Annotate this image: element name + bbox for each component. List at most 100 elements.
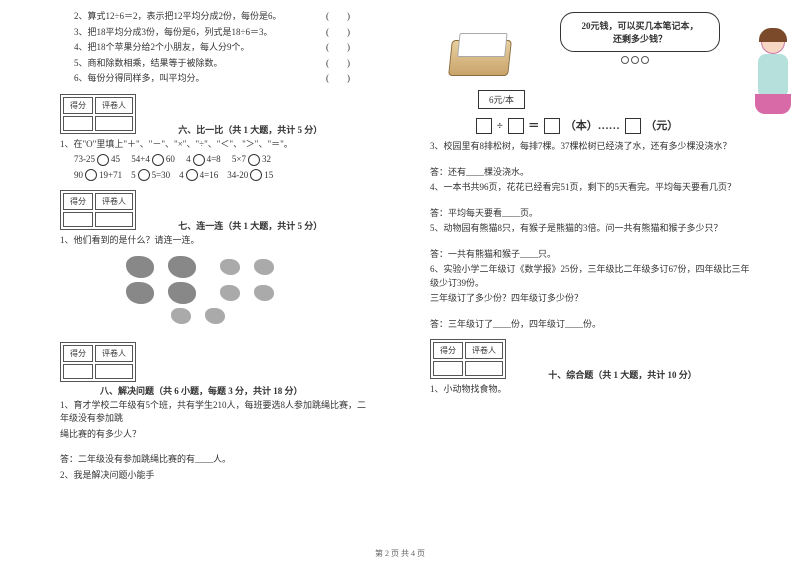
spacer	[430, 238, 750, 246]
paren: ( )	[326, 26, 350, 40]
expr: 4	[186, 154, 191, 164]
compare-row: 9019+71 55=30 44=16 34-2015	[60, 169, 370, 183]
q8-2: 2、我是解决问题小能手	[60, 469, 370, 483]
eq-unit-ben: （本）……	[565, 120, 620, 132]
object-icon	[220, 285, 240, 301]
paren: ( )	[326, 41, 350, 55]
bubble-line1: 20元钱，可以买几本笔记本，	[569, 19, 711, 32]
score-table: 得分 评卷人	[60, 342, 136, 382]
q5: 5、动物园有熊猫8只，有猴子是熊猫的3倍。问一共有熊猫和猴子多少只？	[430, 222, 750, 236]
grader-label: 评卷人	[95, 345, 133, 362]
child-icon	[168, 282, 196, 304]
notebook-icon	[448, 40, 512, 76]
blank-circle	[186, 169, 198, 181]
spacer	[60, 443, 370, 451]
q4: 4、一本书共96页，花花已经看完51页，剩下的5天看完。平均每天要看几页？	[430, 181, 750, 195]
paren: ( )	[326, 57, 350, 71]
object-icon	[205, 308, 225, 324]
object-icon	[254, 259, 274, 275]
grader-label: 评卷人	[95, 193, 133, 210]
expr: 15	[264, 170, 273, 180]
section-header: 得分 评卷人 八、解决问题（共 6 小题，每题 3 分，共计 18 分）	[60, 336, 370, 397]
expr: 60	[166, 154, 175, 164]
blank-square	[476, 118, 492, 134]
child-icon	[126, 256, 154, 278]
expr: 4=8	[207, 154, 221, 164]
expr: 4=16	[200, 170, 219, 180]
price-box: 6元/本	[478, 90, 525, 109]
expr: 45	[111, 154, 120, 164]
judgment-item: 3、把18平均分成3份，每份是6，列式是18÷6＝3。 ( )	[60, 26, 370, 40]
q3: 3、校园里有8排松树，每排7棵。37棵松树已经浇了水，还有多少棵没浇水？	[430, 140, 750, 154]
grader-label: 评卷人	[95, 97, 133, 114]
expr: 90	[74, 170, 83, 180]
q8-1-line2: 绳比赛的有多少人？	[60, 428, 370, 442]
blank-circle	[97, 154, 109, 166]
blank-circle	[138, 169, 150, 181]
paren: ( )	[326, 72, 350, 86]
a6: 答：三年级订了____份，四年级订____份。	[430, 318, 750, 332]
judgment-item: 4、把18个苹果分给2个小朋友，每人分9个。 ( )	[60, 41, 370, 55]
section-header: 得分 评卷人 六、比一比（共 1 大题，共计 5 分）	[60, 88, 370, 136]
a5: 答：一共有熊猫和猴子____只。	[430, 248, 750, 262]
child-icon	[126, 282, 154, 304]
score-label: 得分	[63, 97, 93, 114]
object-icon	[220, 259, 240, 275]
eq-unit-yuan: （元）	[645, 120, 678, 132]
expr: 32	[262, 154, 271, 164]
expr: 5×7	[232, 154, 246, 164]
judgment-item: 6、每份分得同样多，叫平均分。 ( )	[60, 72, 370, 86]
a3: 答：还有____棵没浇水。	[430, 166, 750, 180]
bubble-tail-icon	[620, 56, 650, 66]
score-label: 得分	[63, 345, 93, 362]
score-table: 得分 评卷人	[430, 339, 506, 379]
blank-circle	[248, 154, 260, 166]
section-header: 得分 评卷人 十、综合题（共 1 大题，共计 10 分）	[430, 333, 750, 381]
judgment-text: 6、每份分得同样多，叫平均分。	[74, 73, 205, 83]
score-label: 得分	[433, 342, 463, 359]
grader-cell	[95, 116, 133, 131]
judgment-text: 5、商和除数相乘，结果等于被除数。	[74, 58, 223, 68]
section-6-instruction: 1、在"O"里填上"＋"、"－"、"×"、"÷"、"＜"、"＞"、"＝"。	[60, 138, 370, 152]
expr: 54+4	[131, 154, 150, 164]
grader-label: 评卷人	[465, 342, 503, 359]
blank-circle	[85, 169, 97, 181]
spacer	[430, 156, 750, 164]
page-footer: 第 2 页 共 4 页	[0, 548, 800, 559]
section-7-instruction: 1、他们看到的是什么？请连一连。	[60, 234, 370, 248]
blank-square	[625, 118, 641, 134]
q8-1-line1: 1、育才学校二年级有5个班，共有学生210人，每班要选8人参加跳绳比赛，二年级没…	[60, 399, 370, 426]
right-column: 20元钱，可以买几本笔记本， 还剩多少钱？ 6元/本 ÷ ＝ （本）…… （元）…	[400, 0, 800, 540]
spacer	[430, 197, 750, 205]
blank-square	[508, 118, 524, 134]
judgment-item: 2、算式12÷6＝2，表示把12平均分成2份，每份是6。 ( )	[60, 10, 370, 24]
matching-images	[120, 254, 370, 326]
score-label: 得分	[63, 193, 93, 210]
child-icon	[168, 256, 196, 278]
q6-line1: 6、实验小学二年级订《数学报》25份，三年级比二年级多订67份，四年级比三年级少…	[430, 263, 750, 290]
equation-row: ÷ ＝ （本）…… （元）	[474, 117, 750, 134]
blank-circle	[193, 154, 205, 166]
q6-line2: 三年级订了多少份？四年级订多少份？	[430, 292, 750, 306]
judgment-text: 3、把18平均分成3份，每份是6，列式是18÷6＝3。	[74, 27, 272, 37]
section-7-title: 七、连一连（共 1 大题，共计 5 分）	[178, 219, 322, 232]
expr: 5=30	[152, 170, 171, 180]
score-table: 得分 评卷人	[60, 190, 136, 230]
a4: 答：平均每天要看____页。	[430, 207, 750, 221]
expr: 34-20	[227, 170, 248, 180]
expr: 4	[179, 170, 184, 180]
girl-icon	[752, 30, 794, 130]
q10-1: 1、小动物找食物。	[430, 383, 750, 397]
score-cell	[63, 116, 93, 131]
expr: 19+71	[99, 170, 122, 180]
blank-circle	[152, 154, 164, 166]
bubble-line2: 还剩多少钱？	[569, 32, 711, 45]
page-container: 2、算式12÷6＝2，表示把12平均分成2份，每份是6。 ( ) 3、把18平均…	[0, 0, 800, 540]
blank-circle	[250, 169, 262, 181]
judgment-item: 5、商和除数相乘，结果等于被除数。 ( )	[60, 57, 370, 71]
expr: 73-25	[74, 154, 95, 164]
judgment-text: 4、把18个苹果分给2个小朋友，每人分9个。	[74, 42, 250, 52]
section-8-title: 八、解决问题（共 6 小题，每题 3 分，共计 18 分）	[100, 384, 303, 397]
section-6-title: 六、比一比（共 1 大题，共计 5 分）	[178, 123, 322, 136]
q8-1-answer: 答：二年级没有参加跳绳比赛的有____人。	[60, 453, 370, 467]
